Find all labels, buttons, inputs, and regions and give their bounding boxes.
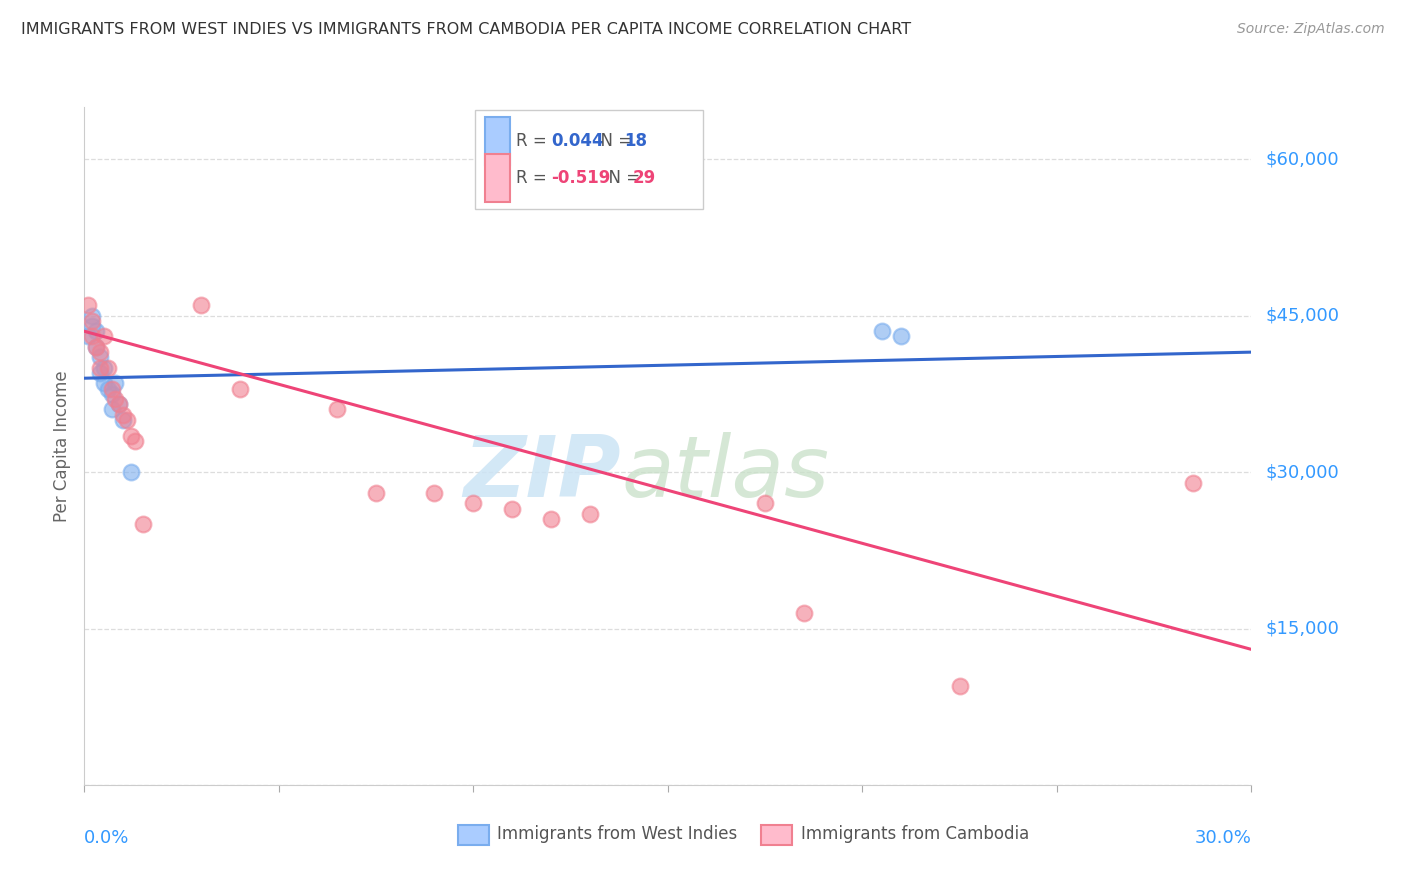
Point bbox=[870, 324, 893, 338]
Point bbox=[82, 329, 104, 343]
Text: 30.0%: 30.0% bbox=[1195, 829, 1251, 847]
Point bbox=[82, 314, 104, 328]
Text: $15,000: $15,000 bbox=[1265, 620, 1339, 638]
Text: $45,000: $45,000 bbox=[1265, 307, 1340, 325]
Point bbox=[579, 507, 602, 521]
Text: $30,000: $30,000 bbox=[1265, 463, 1339, 481]
Text: R =: R = bbox=[516, 132, 553, 150]
Point bbox=[949, 679, 972, 693]
Point bbox=[423, 486, 446, 500]
Text: 29: 29 bbox=[633, 169, 657, 187]
Point bbox=[115, 413, 138, 427]
Text: ZIP: ZIP bbox=[464, 432, 621, 515]
Point bbox=[93, 360, 115, 375]
Text: 18: 18 bbox=[624, 132, 648, 150]
Point bbox=[93, 329, 115, 343]
Point bbox=[112, 408, 135, 422]
Point bbox=[108, 397, 131, 411]
Point bbox=[84, 340, 107, 354]
Text: Source: ZipAtlas.com: Source: ZipAtlas.com bbox=[1237, 22, 1385, 37]
Point bbox=[366, 486, 388, 500]
Point bbox=[793, 606, 815, 620]
Text: atlas: atlas bbox=[621, 432, 830, 515]
Text: N =: N = bbox=[598, 169, 645, 187]
Point bbox=[82, 319, 104, 334]
Point bbox=[89, 345, 111, 359]
Point bbox=[890, 329, 912, 343]
Point bbox=[1181, 475, 1204, 490]
Point bbox=[100, 387, 122, 401]
Point bbox=[540, 512, 562, 526]
Point bbox=[82, 309, 104, 323]
Point bbox=[124, 434, 146, 448]
Point bbox=[501, 501, 523, 516]
Point bbox=[112, 413, 135, 427]
Point bbox=[190, 298, 212, 312]
Point bbox=[108, 397, 131, 411]
Point bbox=[104, 392, 127, 406]
Text: N =: N = bbox=[589, 132, 637, 150]
Point bbox=[326, 402, 349, 417]
Point bbox=[89, 366, 111, 380]
Point bbox=[89, 360, 111, 375]
Text: $60,000: $60,000 bbox=[1265, 150, 1339, 169]
Text: R =: R = bbox=[516, 169, 553, 187]
Point bbox=[84, 340, 107, 354]
Point bbox=[97, 382, 120, 396]
Point bbox=[100, 382, 122, 396]
Point bbox=[93, 376, 115, 391]
Text: IMMIGRANTS FROM WEST INDIES VS IMMIGRANTS FROM CAMBODIA PER CAPITA INCOME CORREL: IMMIGRANTS FROM WEST INDIES VS IMMIGRANT… bbox=[21, 22, 911, 37]
Text: 0.044: 0.044 bbox=[551, 132, 603, 150]
Point bbox=[97, 360, 120, 375]
Point bbox=[463, 496, 485, 510]
Point bbox=[77, 329, 100, 343]
Text: -0.519: -0.519 bbox=[551, 169, 610, 187]
Text: 0.0%: 0.0% bbox=[84, 829, 129, 847]
Point bbox=[100, 402, 122, 417]
Y-axis label: Per Capita Income: Per Capita Income bbox=[53, 370, 72, 522]
Point bbox=[89, 351, 111, 365]
Point bbox=[77, 298, 100, 312]
Point bbox=[104, 376, 127, 391]
Point bbox=[120, 428, 142, 442]
Point bbox=[120, 465, 142, 479]
Text: Immigrants from Cambodia: Immigrants from Cambodia bbox=[800, 825, 1029, 843]
Point bbox=[132, 517, 155, 532]
Point bbox=[229, 382, 252, 396]
Point bbox=[84, 324, 107, 338]
Point bbox=[754, 496, 776, 510]
Text: Immigrants from West Indies: Immigrants from West Indies bbox=[498, 825, 737, 843]
